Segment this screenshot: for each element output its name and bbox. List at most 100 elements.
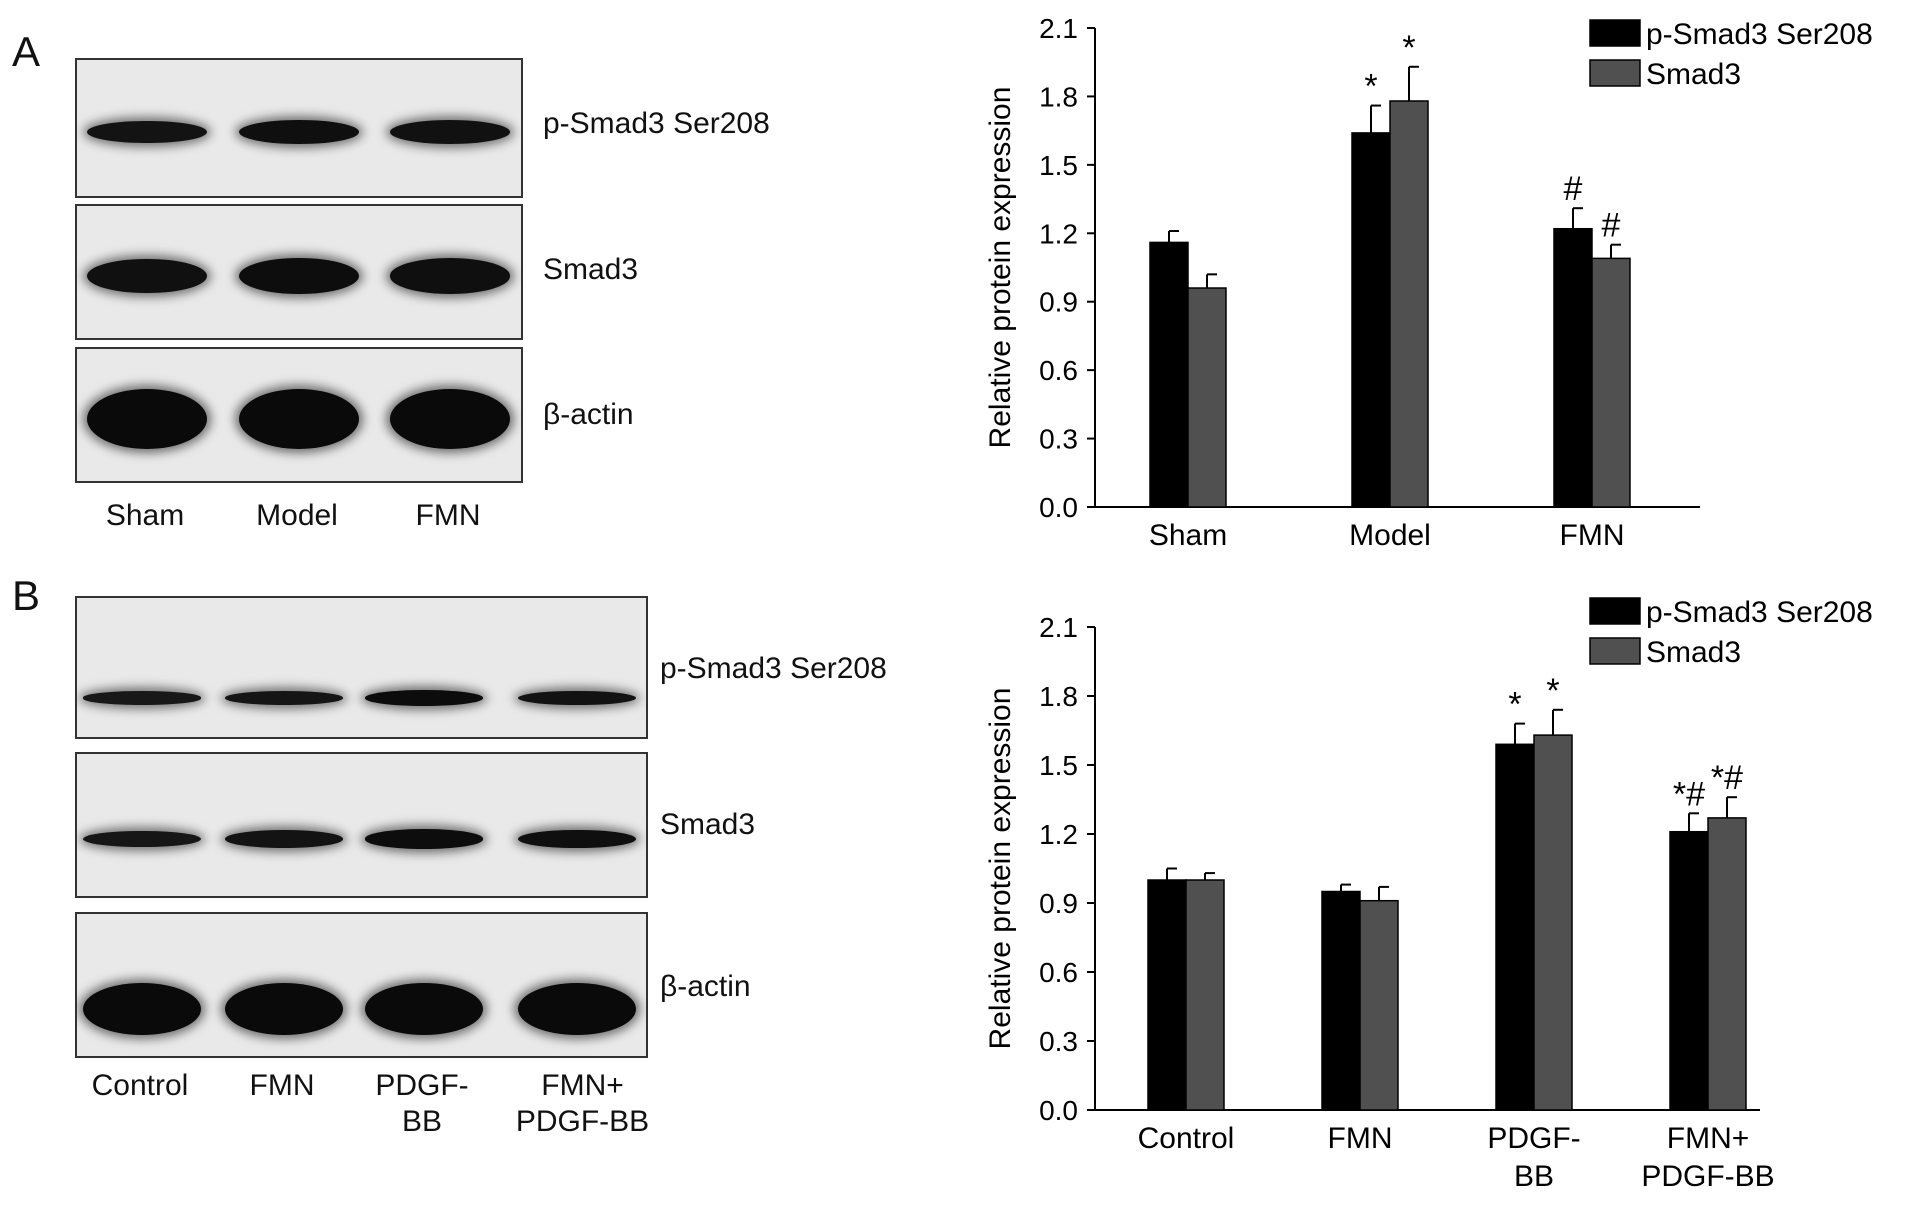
blot-a-row-3 (75, 347, 523, 483)
x-tick-label: FMN (1560, 519, 1625, 552)
blot-band (365, 690, 483, 706)
y-tick-label: 2.1 (1039, 13, 1078, 44)
bar-chart-b: 0.0 0.3 0.6 0.9 1.2 1.5 1.8 2.1 Relative protein… (984, 596, 1873, 1193)
bar (1359, 899, 1399, 1111)
significance-mark: *# (1673, 775, 1705, 813)
bar (1187, 287, 1227, 508)
blot-a-label-3: β-actin (543, 398, 634, 431)
y-tick-label: 0.3 (1039, 1026, 1078, 1057)
bar (1185, 879, 1225, 1111)
legend-swatch (1589, 19, 1641, 47)
significance-mark: # (1602, 207, 1621, 245)
x-tick-label: FMN+ (1667, 1122, 1750, 1155)
blot-band (239, 257, 359, 295)
blot-band (83, 830, 201, 848)
legend-swatch (1589, 637, 1641, 665)
x-tick-label: PDGF- (1487, 1122, 1580, 1155)
y-tick-label: 0.6 (1039, 957, 1078, 988)
blot-b-lane-4: FMN+ PDGF-BB (515, 1069, 650, 1138)
bar (1591, 257, 1631, 508)
x-tick-label: BB (1514, 1160, 1554, 1193)
blot-band (365, 829, 483, 849)
x-tick-label: PDGF-BB (1641, 1160, 1774, 1193)
x-tick-label: Model (1349, 519, 1431, 552)
blot-band (518, 983, 636, 1035)
blot-band (83, 983, 201, 1035)
blot-band (390, 389, 510, 449)
legend-label: p-Smad3 Ser208 (1646, 18, 1873, 51)
blot-b-row-3 (75, 912, 648, 1058)
legend-label: Smad3 (1646, 636, 1741, 669)
blot-a-row-2 (75, 204, 523, 340)
y-tick-label: 1.2 (1039, 819, 1078, 850)
bar (1147, 879, 1187, 1111)
significance-mark: * (1508, 686, 1521, 724)
y-tick-label: 1.5 (1039, 150, 1078, 181)
y-tick-label: 1.2 (1039, 218, 1078, 249)
y-tick-label: 0.3 (1039, 424, 1078, 455)
legend-label: Smad3 (1646, 58, 1741, 91)
blot-band (365, 983, 483, 1035)
blot-band (518, 829, 636, 849)
panel-letter-b: B (12, 572, 41, 619)
blot-band (225, 983, 343, 1035)
legend-swatch (1589, 597, 1641, 625)
y-tick-label: 0.9 (1039, 287, 1078, 318)
bar (1321, 890, 1361, 1111)
significance-mark: * (1364, 68, 1377, 106)
blot-band (87, 258, 207, 294)
blot-b-lane-1: Control (91, 1069, 189, 1102)
y-axis-label: Relative protein expression (984, 87, 1017, 449)
significance-mark: *# (1711, 759, 1743, 797)
blot-band (83, 691, 201, 705)
y-tick-label: 0.6 (1039, 355, 1078, 386)
blot-b-label-1: p-Smad3 Ser208 (660, 652, 887, 685)
blot-a-lane-2: Model (256, 499, 338, 532)
blot-band (87, 389, 207, 449)
y-axis-label: Relative protein expression (984, 688, 1017, 1050)
bar (1669, 830, 1709, 1111)
blot-band (518, 690, 636, 706)
blot-b-label-2: Smad3 (660, 808, 756, 841)
significance-mark: * (1546, 672, 1559, 710)
panel-letter-a: A (12, 28, 41, 75)
y-tick-label: 1.5 (1039, 750, 1078, 781)
y-tick-label: 1.8 (1039, 681, 1078, 712)
y-tick-label: 1.8 (1039, 81, 1078, 112)
bar (1495, 743, 1535, 1111)
blot-b-row-2 (75, 752, 648, 898)
blot-a-lane-3: FMN (415, 499, 481, 532)
bar (1351, 132, 1391, 508)
blot-band (239, 119, 359, 145)
y-tick-label: 0.0 (1039, 492, 1078, 523)
y-tick-label: 0.9 (1039, 888, 1078, 919)
blot-a-label-2: Smad3 (543, 253, 639, 286)
x-tick-label: FMN (1328, 1122, 1393, 1155)
bar-chart-a: 0.0 0.3 0.6 0.9 1.2 1.5 1.8 2.1 Relative protein… (984, 13, 1873, 552)
blot-b-lane-3: PDGF- BB (375, 1069, 469, 1138)
blot-band (225, 830, 343, 848)
blot-band (390, 258, 510, 294)
blot-band (87, 120, 207, 144)
significance-mark: * (1402, 29, 1415, 67)
blot-a-label-1: p-Smad3 Ser208 (543, 107, 770, 140)
blot-b-label-3: β-actin (660, 970, 751, 1003)
blot-band (239, 389, 359, 449)
blot-band (390, 120, 510, 144)
blot-b-lane-2: FMN (249, 1069, 315, 1102)
blot-a-row-1 (75, 58, 523, 198)
y-tick-label: 2.1 (1039, 612, 1078, 643)
significance-mark: # (1564, 170, 1583, 208)
bar (1389, 100, 1429, 508)
bar (1553, 227, 1593, 508)
bar (1533, 734, 1573, 1111)
x-tick-label: Sham (1149, 519, 1227, 552)
legend-swatch (1589, 59, 1641, 87)
blot-b-row-1 (75, 596, 648, 739)
blot-band (225, 691, 343, 705)
x-tick-label: Control (1138, 1122, 1235, 1155)
bar (1707, 817, 1747, 1111)
legend-label: p-Smad3 Ser208 (1646, 596, 1873, 629)
blot-a-lane-1: Sham (105, 499, 185, 532)
